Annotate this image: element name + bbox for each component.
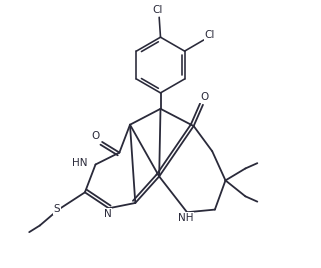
Text: S: S bbox=[54, 204, 60, 214]
Text: O: O bbox=[91, 131, 100, 141]
Text: Cl: Cl bbox=[204, 30, 215, 40]
Text: NH: NH bbox=[178, 213, 194, 223]
Text: Cl: Cl bbox=[153, 5, 163, 15]
Text: O: O bbox=[200, 92, 208, 102]
Text: HN: HN bbox=[72, 158, 88, 168]
Text: N: N bbox=[104, 209, 111, 219]
